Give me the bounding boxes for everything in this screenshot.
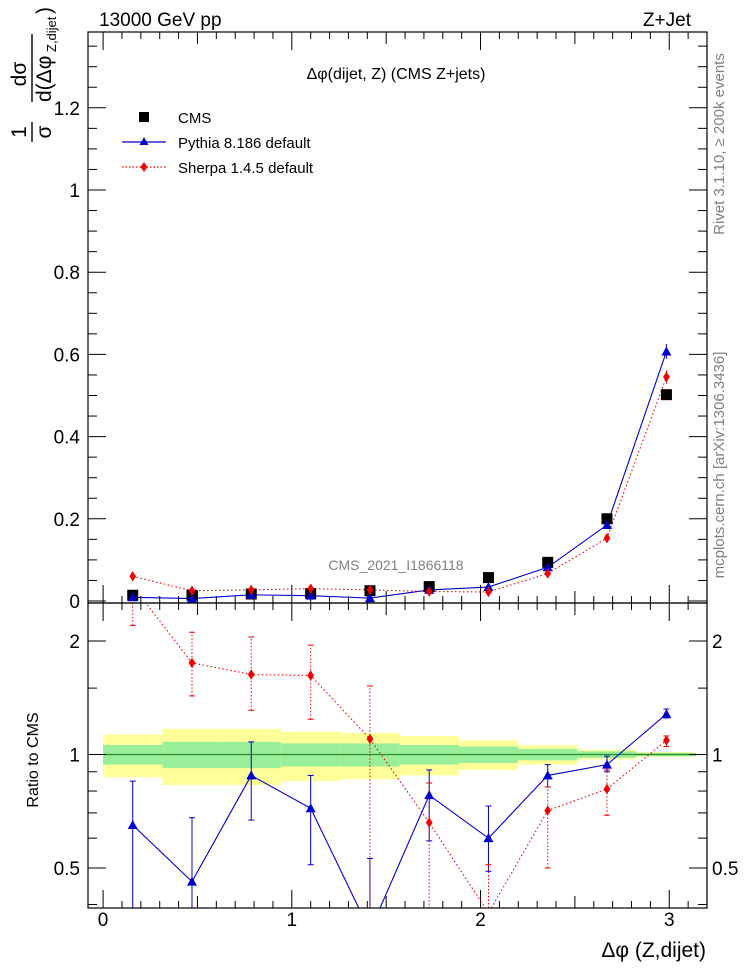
- ratio-pythia-point: [305, 803, 316, 813]
- pythia-point: [127, 592, 138, 602]
- ratio-panel-series: [127, 581, 672, 935]
- ratio-sherpa-point: [307, 670, 315, 681]
- plot-title: Δφ(dijet, Z) (CMS Z+jets): [307, 66, 486, 83]
- top-ytick-label: 0: [69, 592, 80, 613]
- legend-label-cms: CMS: [178, 110, 211, 127]
- cms-point: [482, 572, 494, 584]
- ratio-pythia-line: [132, 713, 667, 908]
- pythia-point: [186, 593, 197, 603]
- ratio-sherpa-line: [145, 603, 667, 908]
- legend-label-pythia: Pythia 8.186 default: [178, 135, 311, 152]
- top-ytick-label: 0.2: [54, 510, 80, 531]
- top-ytick-label: 0.8: [54, 263, 80, 284]
- sherpa-line: [132, 376, 667, 593]
- sherpa-point: [307, 583, 315, 594]
- pythia-point: [305, 590, 316, 600]
- ratio-sherpa-point: [663, 735, 670, 746]
- xtick-label: 1: [287, 910, 298, 931]
- svg-text:1: 1: [8, 126, 31, 138]
- svg-text:dσ: dσ: [8, 62, 31, 87]
- ratio-sherpa-point: [366, 733, 374, 745]
- sherpa-point: [544, 568, 552, 579]
- top-ytick-label: 1: [69, 181, 80, 202]
- pythia-point: [483, 582, 494, 592]
- ratio-pythia-point: [483, 833, 494, 843]
- ratio-sherpa-point: [247, 669, 255, 680]
- pythia-point: [661, 346, 672, 356]
- xtick-label: 3: [664, 910, 675, 931]
- top-panel-series: [127, 344, 672, 603]
- svg-text:d(Δφ: d(Δφ: [33, 56, 56, 102]
- cms-point: [601, 513, 613, 525]
- cms-point: [660, 389, 672, 401]
- ratio-ytick-label: 0.5: [54, 859, 80, 880]
- legend-entry-pythia: Pythia 8.186 default: [122, 135, 311, 152]
- process-label: Z+Jet: [643, 10, 692, 31]
- ratio-pythia-point: [424, 790, 435, 800]
- ratio-ytick-label-right: 2: [712, 632, 723, 653]
- ratio-ytick-label-right: 0.5: [712, 859, 738, 880]
- top-ytick-label: 0.6: [54, 345, 80, 366]
- sherpa-point: [129, 571, 137, 582]
- pythia-point: [364, 593, 375, 603]
- sherpa-point: [247, 584, 255, 596]
- legend-entry-cms: CMS: [139, 110, 211, 127]
- svg-text:σ: σ: [33, 125, 56, 138]
- svg-text:Z,dijet: Z,dijet: [44, 16, 59, 52]
- ratio-ytick-label: 1: [69, 746, 80, 767]
- xtick-label: 2: [475, 910, 486, 931]
- rivet-version-label: Rivet 3.1.10, ≥ 200k events: [711, 53, 728, 235]
- ratio-ylabel: Ratio to CMS: [25, 712, 42, 807]
- legend-entry-sherpa: Sherpa 1.4.5 default: [122, 160, 314, 177]
- ratio-sherpa-point: [488, 907, 489, 908]
- mcplots-label: mcplots.cern.ch [arXiv:1306.3436]: [711, 352, 728, 579]
- energy-label: 13000 GeV pp: [99, 10, 222, 31]
- sherpa-point: [485, 586, 492, 598]
- ratio-sherpa-point: [603, 783, 611, 795]
- sherpa-point: [366, 584, 374, 596]
- xtick-label: 0: [98, 910, 109, 931]
- legend: CMS Pythia 8.186 default Sherpa 1.4.5 de…: [122, 110, 314, 177]
- x-axis-label: Δφ (Z,dijet): [601, 939, 706, 962]
- pythia-line: [132, 351, 667, 600]
- ratio-sherpa-point: [129, 581, 136, 591]
- axis-ticks: 0 0.2 0.4 0.6 0.8 1 1.2 0 1 2 3 0.5 0.5 1 1 2 2: [54, 32, 738, 931]
- ratio-ytick-label-right: 1: [712, 746, 723, 767]
- ratio-pythia-point: [127, 820, 138, 830]
- sherpa-point: [603, 532, 611, 544]
- sherpa-point: [663, 371, 670, 383]
- ratio-pythia-point: [661, 709, 672, 719]
- legend-label-sherpa: Sherpa 1.4.5 default: [178, 160, 314, 177]
- analysis-watermark: CMS_2021_I1866118: [328, 557, 463, 573]
- ratio-pythia-point: [542, 770, 553, 780]
- pythia-point: [542, 562, 553, 572]
- ratio-sherpa-point: [544, 805, 552, 816]
- ratio-sherpa-point: [188, 657, 196, 669]
- top-ytick-label: 1.2: [54, 99, 80, 120]
- top-ytick-label: 0.4: [54, 428, 81, 449]
- ratio-pythia-point: [186, 876, 197, 886]
- ratio-pythia-point: [246, 770, 257, 780]
- sherpa-point: [425, 586, 433, 597]
- ratio-panel-frame: [87, 602, 708, 909]
- sherpa-point: [188, 585, 196, 596]
- ratio-pythia-point: [601, 759, 612, 769]
- ratio-pythia-point: [365, 926, 375, 935]
- ratio-sherpa-point: [425, 817, 433, 828]
- top-ylabel: 1 σ dσ d(Δφ Z,dijet ): [8, 7, 59, 142]
- pythia-point: [601, 519, 612, 529]
- ratio-ytick-label: 2: [69, 632, 80, 653]
- svg-text:): ): [33, 7, 56, 14]
